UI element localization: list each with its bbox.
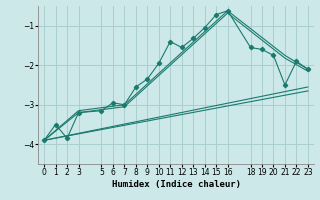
X-axis label: Humidex (Indice chaleur): Humidex (Indice chaleur): [111, 180, 241, 189]
